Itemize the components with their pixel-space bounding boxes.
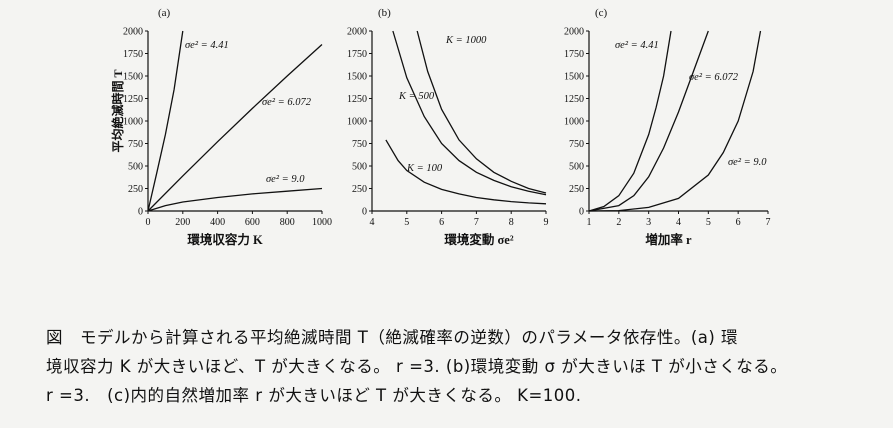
series-label: σe² = 9.0 [728, 157, 767, 168]
series-label: σe² = 4.41 [185, 40, 229, 51]
series-line [588, 30, 709, 212]
x-tick-label: 4 [370, 217, 375, 228]
y-tick-label: 1750 [347, 49, 367, 60]
y-tick-label: 250 [569, 184, 584, 195]
y-tick-label: 250 [128, 184, 143, 195]
x-tick-label: 600 [245, 217, 260, 228]
series-line [416, 30, 547, 194]
series-line [147, 30, 184, 212]
panel-a: 0 250 500 750 1000 1250 1500 1750 2000 0 200 400 600… [110, 7, 332, 247]
series-label: σe² = 6.072 [262, 97, 312, 108]
y-tick-label: 750 [569, 139, 584, 150]
series-label: K = 500 [398, 91, 435, 102]
series-line [147, 44, 323, 212]
y-tick-label: 1750 [564, 49, 584, 60]
panel-c: 0 250 500 750 1000 1250 1500 1750 2000 1 2 3 4 5 6 7 (c)… [564, 7, 771, 247]
caption-line-3: r =3. (c)内的自然増加率 r が大きいほど T が大きくなる。 K=10… [46, 386, 582, 405]
x-axis-label: 環境収容力 K [187, 232, 263, 247]
series-line [147, 187, 323, 212]
panel-label: (c) [595, 7, 608, 19]
x-tick-label: 5 [706, 217, 711, 228]
x-tick-label: 1 [587, 217, 592, 228]
y-tick-label: 0 [579, 207, 584, 218]
x-tick-label: 4 [676, 217, 681, 228]
x-axis-label: 環境変動 σe² [444, 232, 513, 247]
x-tick-label: 5 [404, 217, 409, 228]
y-tick-label: 750 [128, 139, 143, 150]
series-line [385, 139, 547, 205]
y-tick-label: 1000 [564, 117, 584, 128]
caption-line-1: 図 モデルから計算される平均絶滅時間 T（絶滅確率の逆数）のパラメータ依存性。(… [46, 328, 739, 347]
y-tick-label: 1250 [564, 94, 584, 105]
y-axis-label: 平均絶滅時間 T [110, 69, 125, 152]
y-tick-label: 750 [352, 139, 367, 150]
figure-caption: 図 モデルから計算される平均絶滅時間 T（絶滅確率の逆数）のパラメータ依存性。(… [46, 323, 876, 410]
series-label: K = 1000 [445, 35, 487, 46]
series-label: σe² = 9.0 [266, 174, 305, 185]
y-tick-label: 1000 [347, 117, 367, 128]
series-line [392, 30, 547, 196]
y-tick-label: 2000 [347, 27, 367, 38]
x-tick-label: 6 [736, 217, 741, 228]
y-tick-label: 0 [362, 207, 367, 218]
series-label: K = 100 [406, 163, 443, 174]
panel-label: (a) [158, 7, 171, 19]
caption-line-2: 境収容力 K が大きいほど、T が大きくなる。 r =3. (b)環境変動 σ … [46, 357, 788, 376]
y-tick-label: 1250 [347, 94, 367, 105]
x-tick-label: 200 [175, 217, 190, 228]
y-tick-label: 0 [138, 207, 143, 218]
panel-label: (b) [378, 7, 391, 19]
y-tick-label: 1500 [347, 72, 367, 83]
y-tick-label: 2000 [123, 27, 143, 38]
x-tick-label: 0 [146, 217, 151, 228]
x-tick-label: 8 [509, 217, 514, 228]
y-tick-label: 1000 [123, 117, 143, 128]
y-tick-label: 1500 [564, 72, 584, 83]
x-tick-label: 9 [544, 217, 549, 228]
y-tick-label: 1500 [123, 72, 143, 83]
y-tick-label: 500 [128, 162, 143, 173]
y-tick-label: 1250 [123, 94, 143, 105]
y-tick-label: 500 [352, 162, 367, 173]
series-label: σe² = 6.072 [689, 72, 739, 83]
x-axis-label: 増加率 r [645, 232, 692, 247]
x-tick-label: 800 [280, 217, 295, 228]
x-tick-label: 6 [439, 217, 444, 228]
series-line [588, 30, 672, 212]
x-tick-label: 1000 [312, 217, 332, 228]
series-line [588, 30, 762, 212]
y-tick-label: 250 [352, 184, 367, 195]
x-tick-label: 3 [646, 217, 651, 228]
x-tick-label: 400 [210, 217, 225, 228]
y-tick-label: 1750 [123, 49, 143, 60]
series-label: σe² = 4.41 [615, 40, 659, 51]
x-tick-label: 2 [616, 217, 621, 228]
panel-b: 0 250 500 750 1000 1250 1500 1750 2000 4 5 6 7 8 9 (b) 環… [347, 7, 549, 247]
y-tick-label: 500 [569, 162, 584, 173]
x-tick-label: 7 [474, 217, 479, 228]
x-tick-label: 7 [766, 217, 771, 228]
y-tick-label: 2000 [564, 27, 584, 38]
